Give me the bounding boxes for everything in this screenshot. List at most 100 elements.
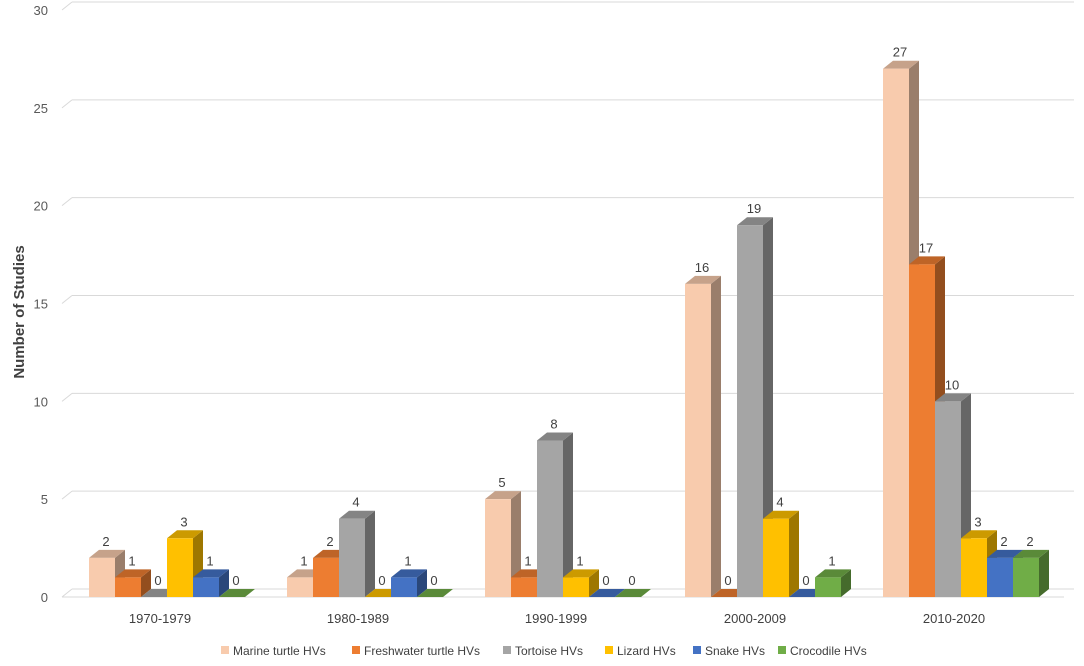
y-tick-label: 20 bbox=[34, 199, 48, 214]
gridline-depth bbox=[61, 99, 73, 109]
legend-label: Crocodile HVs bbox=[790, 644, 867, 658]
bar-top bbox=[537, 432, 573, 441]
data-label: 0 bbox=[628, 573, 635, 588]
bar bbox=[763, 510, 799, 597]
bar bbox=[589, 589, 625, 597]
legend-item: Snake HVs bbox=[693, 644, 765, 658]
bar-side bbox=[789, 510, 799, 597]
bar-top bbox=[763, 510, 799, 519]
bar-top bbox=[909, 256, 945, 265]
bar bbox=[167, 530, 203, 597]
data-label: 8 bbox=[550, 416, 557, 431]
bar-front bbox=[763, 518, 789, 597]
bar-top bbox=[987, 549, 1023, 558]
data-label: 1 bbox=[300, 553, 307, 568]
bar-front bbox=[961, 538, 987, 597]
bar-side bbox=[365, 510, 375, 597]
bar-front bbox=[935, 401, 961, 597]
bar-top bbox=[391, 569, 427, 578]
bar-side bbox=[563, 432, 573, 597]
bar bbox=[685, 275, 721, 597]
legend-swatch bbox=[352, 646, 360, 654]
gridline-depth bbox=[61, 588, 73, 598]
bar-side bbox=[711, 275, 721, 597]
legend-swatch bbox=[221, 646, 229, 654]
bar-top bbox=[883, 60, 919, 69]
bar-top bbox=[563, 569, 599, 578]
bar-front bbox=[193, 577, 219, 597]
bar-top bbox=[193, 569, 229, 578]
bar-top bbox=[339, 510, 375, 519]
bar-side bbox=[511, 491, 521, 597]
legend-item: Marine turtle HVs bbox=[221, 644, 326, 658]
bar-front bbox=[485, 499, 511, 597]
bar-top bbox=[219, 589, 255, 597]
x-category-label: 1970-1979 bbox=[129, 611, 191, 626]
data-label: 1 bbox=[128, 553, 135, 568]
bar-side bbox=[841, 569, 851, 597]
bar-top bbox=[1013, 549, 1049, 558]
bar-side bbox=[589, 569, 599, 597]
data-label: 2 bbox=[1000, 534, 1007, 549]
data-label: 3 bbox=[974, 514, 981, 529]
data-label: 1 bbox=[524, 553, 531, 568]
bar bbox=[339, 510, 375, 597]
legend-swatch bbox=[778, 646, 786, 654]
y-tick-label: 15 bbox=[34, 297, 48, 312]
bar-front bbox=[511, 577, 537, 597]
data-label: 4 bbox=[776, 495, 783, 510]
bar-top bbox=[685, 275, 721, 284]
legend-swatch bbox=[503, 646, 511, 654]
x-category-label: 2000-2009 bbox=[724, 611, 786, 626]
bar-side bbox=[417, 569, 427, 597]
bar-front bbox=[909, 264, 935, 597]
bar bbox=[563, 569, 599, 597]
gridline-depth bbox=[61, 392, 73, 402]
bar-front bbox=[737, 225, 763, 597]
y-axis-ticks: 0 5 10 15 20 25 30 bbox=[34, 3, 48, 605]
bars bbox=[89, 60, 1049, 597]
bar-front bbox=[115, 577, 141, 597]
bar-top bbox=[417, 589, 453, 597]
bar-front bbox=[685, 283, 711, 597]
legend-swatch bbox=[693, 646, 701, 654]
data-label: 0 bbox=[724, 573, 731, 588]
bar-top bbox=[89, 549, 125, 558]
data-label: 1 bbox=[206, 553, 213, 568]
gridline-depth bbox=[61, 490, 73, 500]
bar bbox=[815, 569, 851, 597]
data-label: 0 bbox=[232, 573, 239, 588]
legend-label: Lizard HVs bbox=[617, 644, 676, 658]
legend-swatch bbox=[605, 646, 613, 654]
legend-item: Crocodile HVs bbox=[778, 644, 867, 658]
bar bbox=[485, 491, 521, 597]
gridline-depth bbox=[61, 197, 73, 207]
x-category-label: 1980-1989 bbox=[327, 611, 389, 626]
bar-front bbox=[287, 577, 313, 597]
bar-top bbox=[615, 589, 651, 597]
gridline-depth bbox=[61, 295, 73, 304]
bar bbox=[115, 569, 151, 597]
bar-top bbox=[961, 530, 997, 539]
data-label: 1 bbox=[828, 553, 835, 568]
bar-front bbox=[313, 557, 339, 597]
bar-front bbox=[391, 577, 417, 597]
data-label: 27 bbox=[893, 45, 907, 60]
bar bbox=[417, 589, 453, 597]
legend-label: Snake HVs bbox=[705, 644, 765, 658]
data-label: 1 bbox=[404, 553, 411, 568]
data-label: 5 bbox=[498, 475, 505, 490]
data-label: 17 bbox=[919, 240, 933, 255]
bar bbox=[391, 569, 427, 597]
data-label: 1 bbox=[576, 553, 583, 568]
y-tick-label: 5 bbox=[41, 492, 48, 507]
bar-front bbox=[167, 538, 193, 597]
legend-item: Tortoise HVs bbox=[503, 644, 583, 658]
legend-item: Lizard HVs bbox=[605, 644, 676, 658]
bar-side bbox=[1039, 549, 1049, 597]
bar-front bbox=[883, 68, 909, 597]
bar-top bbox=[589, 589, 625, 597]
bar bbox=[537, 432, 573, 597]
bar-top bbox=[167, 530, 203, 539]
